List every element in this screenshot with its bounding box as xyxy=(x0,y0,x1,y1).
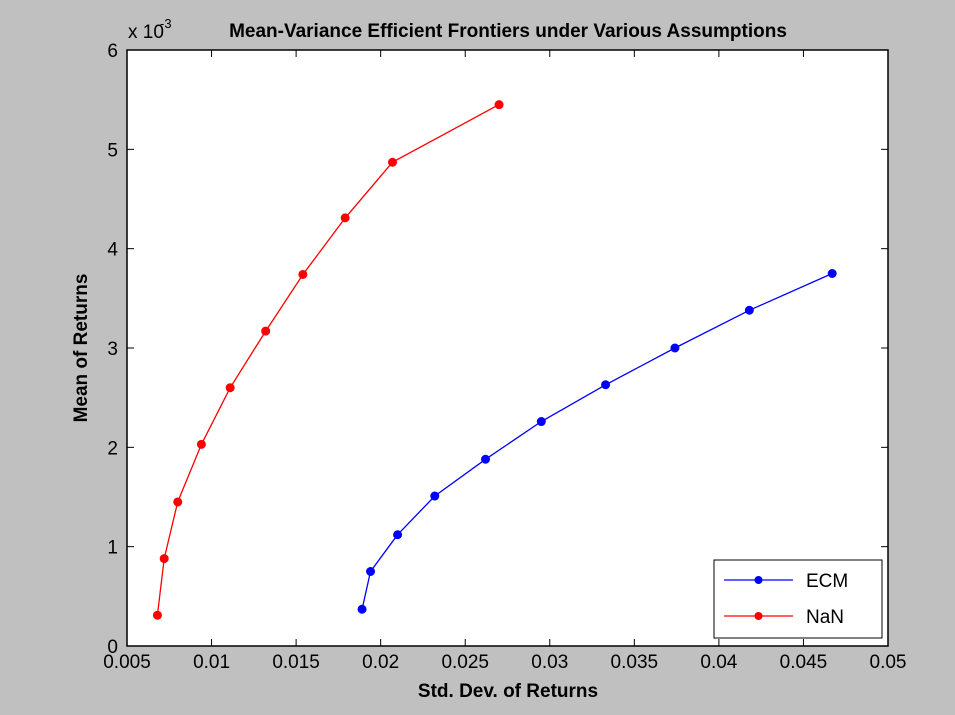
x-tick-label: 0.03 xyxy=(531,652,568,673)
y-tick-label: 1 xyxy=(107,538,118,559)
legend: ECM NaN xyxy=(713,559,883,639)
x-tick-label: 0.05 xyxy=(870,652,907,673)
y-tick-label: 3 xyxy=(107,339,118,360)
chart-title: Mean-Variance Efficient Frontiers under … xyxy=(229,21,787,42)
legend-label: NaN xyxy=(806,607,844,628)
data-point xyxy=(196,439,206,449)
data-point xyxy=(225,383,235,393)
x-axis-ticks: 0.005 0.01 0.015 0.02 0.025 0.03 0.035 0.04 0.04… xyxy=(103,50,906,673)
plot-area xyxy=(126,49,889,647)
series-layer xyxy=(152,100,837,620)
y-tick-label: 0 xyxy=(107,637,118,658)
legend-label: ECM xyxy=(806,571,848,592)
y-axis-label: Mean of Returns xyxy=(71,274,92,423)
x-tick-label: 0.01 xyxy=(193,652,230,673)
series-line xyxy=(156,104,500,616)
data-point xyxy=(827,269,837,278)
y-tick-label: 5 xyxy=(107,140,118,161)
legend-swatch-marker xyxy=(754,612,763,620)
data-point xyxy=(601,380,611,390)
data-point xyxy=(173,497,183,507)
legend-swatch-marker xyxy=(754,576,763,584)
y-tick-label: 2 xyxy=(107,438,118,459)
x-tick-label: 0.045 xyxy=(780,652,828,673)
series-ecm xyxy=(357,269,837,614)
data-point xyxy=(494,100,504,110)
data-point xyxy=(536,417,546,427)
data-point xyxy=(388,157,398,167)
y-exponent-power: -3 xyxy=(160,16,172,31)
data-point xyxy=(261,326,271,336)
data-point xyxy=(481,454,491,464)
data-point xyxy=(298,269,308,279)
x-tick-label: 0.035 xyxy=(611,652,659,673)
x-tick-label: 0.025 xyxy=(441,652,489,673)
data-point xyxy=(670,343,680,353)
series-line xyxy=(361,272,833,610)
y-exponent: x 10 -3 xyxy=(128,16,172,43)
data-point xyxy=(744,305,754,315)
y-tick-label: 4 xyxy=(107,240,118,261)
data-point xyxy=(340,213,350,223)
y-tick-label: 6 xyxy=(107,41,118,62)
y-axis-ticks: 0 1 2 3 4 5 6 xyxy=(107,41,888,658)
legend-entries: ECM NaN xyxy=(724,571,848,628)
data-point xyxy=(152,610,162,620)
x-tick-label: 0.04 xyxy=(700,652,737,673)
data-point xyxy=(430,491,440,501)
x-tick-label: 0.005 xyxy=(103,652,151,673)
data-point xyxy=(393,530,403,540)
y-exponent-base: x 10 xyxy=(128,22,164,43)
data-point xyxy=(159,554,169,564)
x-axis-label: Std. Dev. of Returns xyxy=(418,681,598,702)
data-point xyxy=(357,604,367,614)
data-point xyxy=(366,567,376,576)
series-nan xyxy=(152,100,504,620)
legend-box xyxy=(713,559,883,639)
x-tick-label: 0.02 xyxy=(362,652,399,673)
x-tick-label: 0.015 xyxy=(272,652,320,673)
